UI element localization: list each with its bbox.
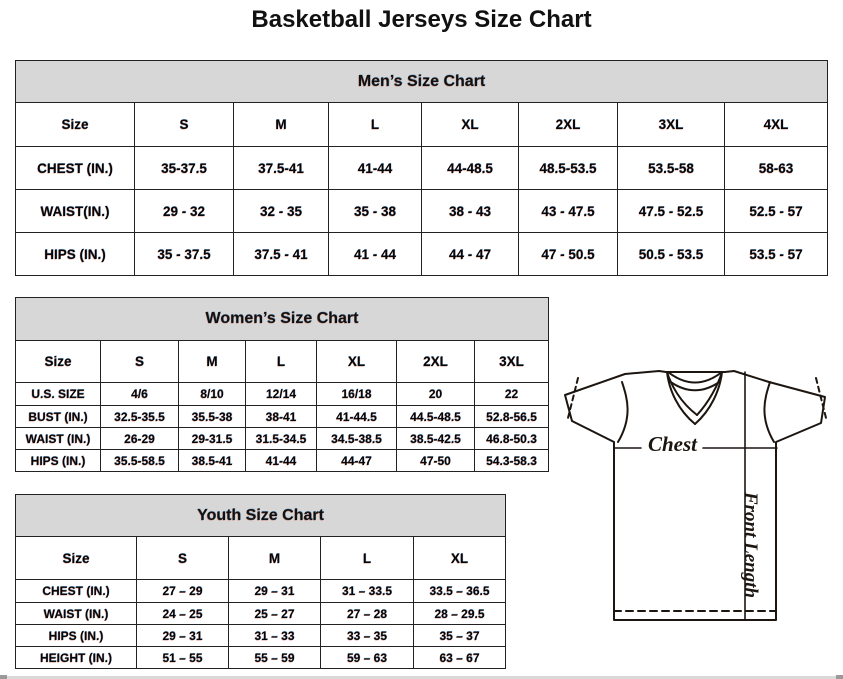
svg-text:Front Length: Front Length [740,491,761,598]
svg-text:Chest: Chest [648,432,698,456]
